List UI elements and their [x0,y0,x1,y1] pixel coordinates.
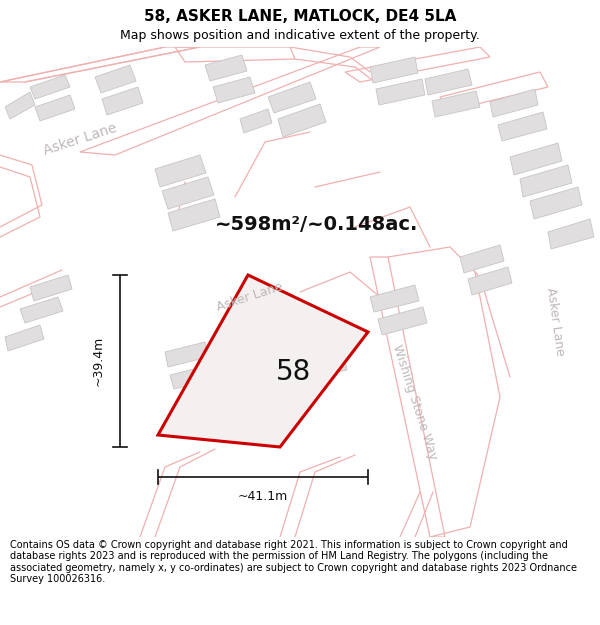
Polygon shape [35,95,75,121]
Polygon shape [520,165,572,197]
Text: ~41.1m: ~41.1m [238,491,288,504]
Polygon shape [468,267,512,295]
Text: ~39.4m: ~39.4m [91,336,104,386]
Polygon shape [370,285,419,312]
Polygon shape [378,307,427,335]
Polygon shape [30,275,72,301]
Polygon shape [278,104,326,137]
Polygon shape [460,245,504,273]
Text: 58: 58 [276,358,311,386]
Polygon shape [162,177,214,209]
Text: Asker Lane: Asker Lane [544,287,566,357]
Polygon shape [490,89,538,117]
Polygon shape [213,77,255,103]
Polygon shape [30,75,70,99]
Polygon shape [370,57,418,83]
Polygon shape [20,297,63,323]
Polygon shape [510,143,562,175]
Polygon shape [432,91,480,117]
Polygon shape [376,79,425,105]
Polygon shape [155,155,206,187]
Polygon shape [530,187,582,219]
Polygon shape [205,55,247,81]
Polygon shape [95,65,136,93]
Text: Asker Lane: Asker Lane [41,121,119,158]
Polygon shape [5,92,35,119]
Text: Asker Lane: Asker Lane [215,280,285,314]
Text: Contains OS data © Crown copyright and database right 2021. This information is : Contains OS data © Crown copyright and d… [10,539,577,584]
Polygon shape [240,109,272,133]
Text: ~598m²/~0.148ac.: ~598m²/~0.148ac. [215,216,418,234]
Polygon shape [290,332,338,357]
Polygon shape [268,82,316,113]
Polygon shape [168,199,220,231]
Text: Wishing Stone Way: Wishing Stone Way [390,342,440,461]
Polygon shape [158,275,368,447]
Polygon shape [5,325,44,351]
Text: Map shows position and indicative extent of the property.: Map shows position and indicative extent… [120,29,480,42]
Polygon shape [170,365,214,389]
Polygon shape [298,355,347,379]
Polygon shape [425,69,472,95]
Polygon shape [165,342,208,367]
Polygon shape [102,87,143,115]
Polygon shape [498,112,547,141]
Polygon shape [548,219,594,249]
Text: 58, ASKER LANE, MATLOCK, DE4 5LA: 58, ASKER LANE, MATLOCK, DE4 5LA [144,9,456,24]
